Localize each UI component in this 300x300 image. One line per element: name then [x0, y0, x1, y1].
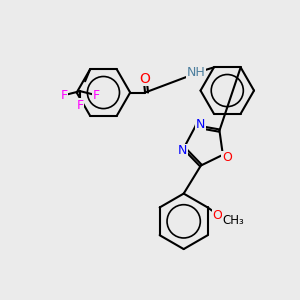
- Text: NH: NH: [187, 66, 206, 79]
- Text: F: F: [76, 98, 84, 112]
- Text: N: N: [196, 118, 205, 131]
- Text: N: N: [178, 144, 188, 158]
- Text: F: F: [61, 88, 68, 102]
- Text: O: O: [222, 151, 232, 164]
- Text: CH₃: CH₃: [223, 214, 244, 227]
- Text: O: O: [213, 209, 223, 222]
- Text: F: F: [92, 88, 100, 102]
- Text: O: O: [140, 72, 151, 86]
